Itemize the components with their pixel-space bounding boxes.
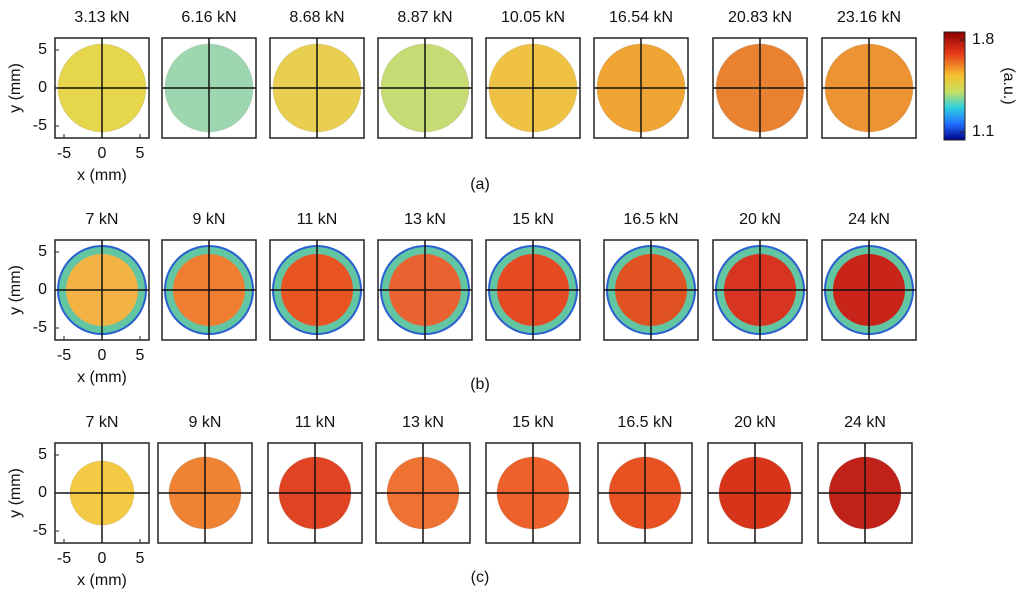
y-axis-label: y (mm) [7,63,24,113]
x-axis-label: x (mm) [77,572,127,589]
panel-title: 8.87 kN [397,9,452,26]
panel-title: 15 kN [512,414,554,431]
colorbar-tick-label: 1.8 [972,31,994,48]
panel-title: 7 kN [86,211,119,228]
panel-title: 23.16 kN [837,9,901,26]
y-tick-label: 5 [38,41,47,58]
panel-title: 15 kN [512,211,554,228]
x-tick-label: -5 [57,347,71,364]
panel-title: 24 kN [848,211,890,228]
row-label: (a) [470,176,490,193]
x-tick-label: 5 [136,145,145,162]
y-tick-label: 5 [38,446,47,463]
panel-title: 20 kN [734,414,776,431]
panel-title: 8.68 kN [289,9,344,26]
panel-title: 10.05 kN [501,9,565,26]
y-tick-label: 0 [38,79,47,96]
row-label: (b) [470,376,490,393]
x-axis-label: x (mm) [77,167,127,184]
panel-title: 24 kN [844,414,886,431]
x-tick-label: 5 [136,550,145,567]
x-tick-label: 0 [98,347,107,364]
x-axis-label: x (mm) [77,369,127,386]
panel-title: 11 kN [297,211,338,228]
panel-title: 20 kN [739,211,781,228]
colorbar [943,31,966,141]
x-tick-label: -5 [57,145,71,162]
x-tick-label: 0 [98,145,107,162]
panel-title: 11 kN [295,414,336,431]
x-tick-label: 0 [98,550,107,567]
panel-title: 16.5 kN [623,211,678,228]
panel-title: 7 kN [86,414,119,431]
panel-title: 13 kN [404,211,446,228]
y-tick-label: 5 [38,243,47,260]
x-tick-label: -5 [57,550,71,567]
y-axis-label: y (mm) [7,265,24,315]
panel-title: 9 kN [193,211,226,228]
y-tick-label: -5 [33,117,47,134]
panel-title: 6.16 kN [181,9,236,26]
y-axis-label: y (mm) [7,468,24,518]
y-tick-label: -5 [33,522,47,539]
y-tick-label: 0 [38,281,47,298]
panel-title: 13 kN [402,414,444,431]
row-label: (c) [471,569,490,586]
y-tick-label: -5 [33,319,47,336]
panel-title: 16.54 kN [609,9,673,26]
panel-title: 9 kN [189,414,222,431]
panel-title: 16.5 kN [617,414,672,431]
colorbar-tick-label: 1.1 [972,123,994,140]
y-tick-label: 0 [38,484,47,501]
x-tick-label: 5 [136,347,145,364]
colorbar-label: (a.u.) [1000,67,1017,104]
panel-title: 20.83 kN [728,9,792,26]
panel-title: 3.13 kN [74,9,129,26]
